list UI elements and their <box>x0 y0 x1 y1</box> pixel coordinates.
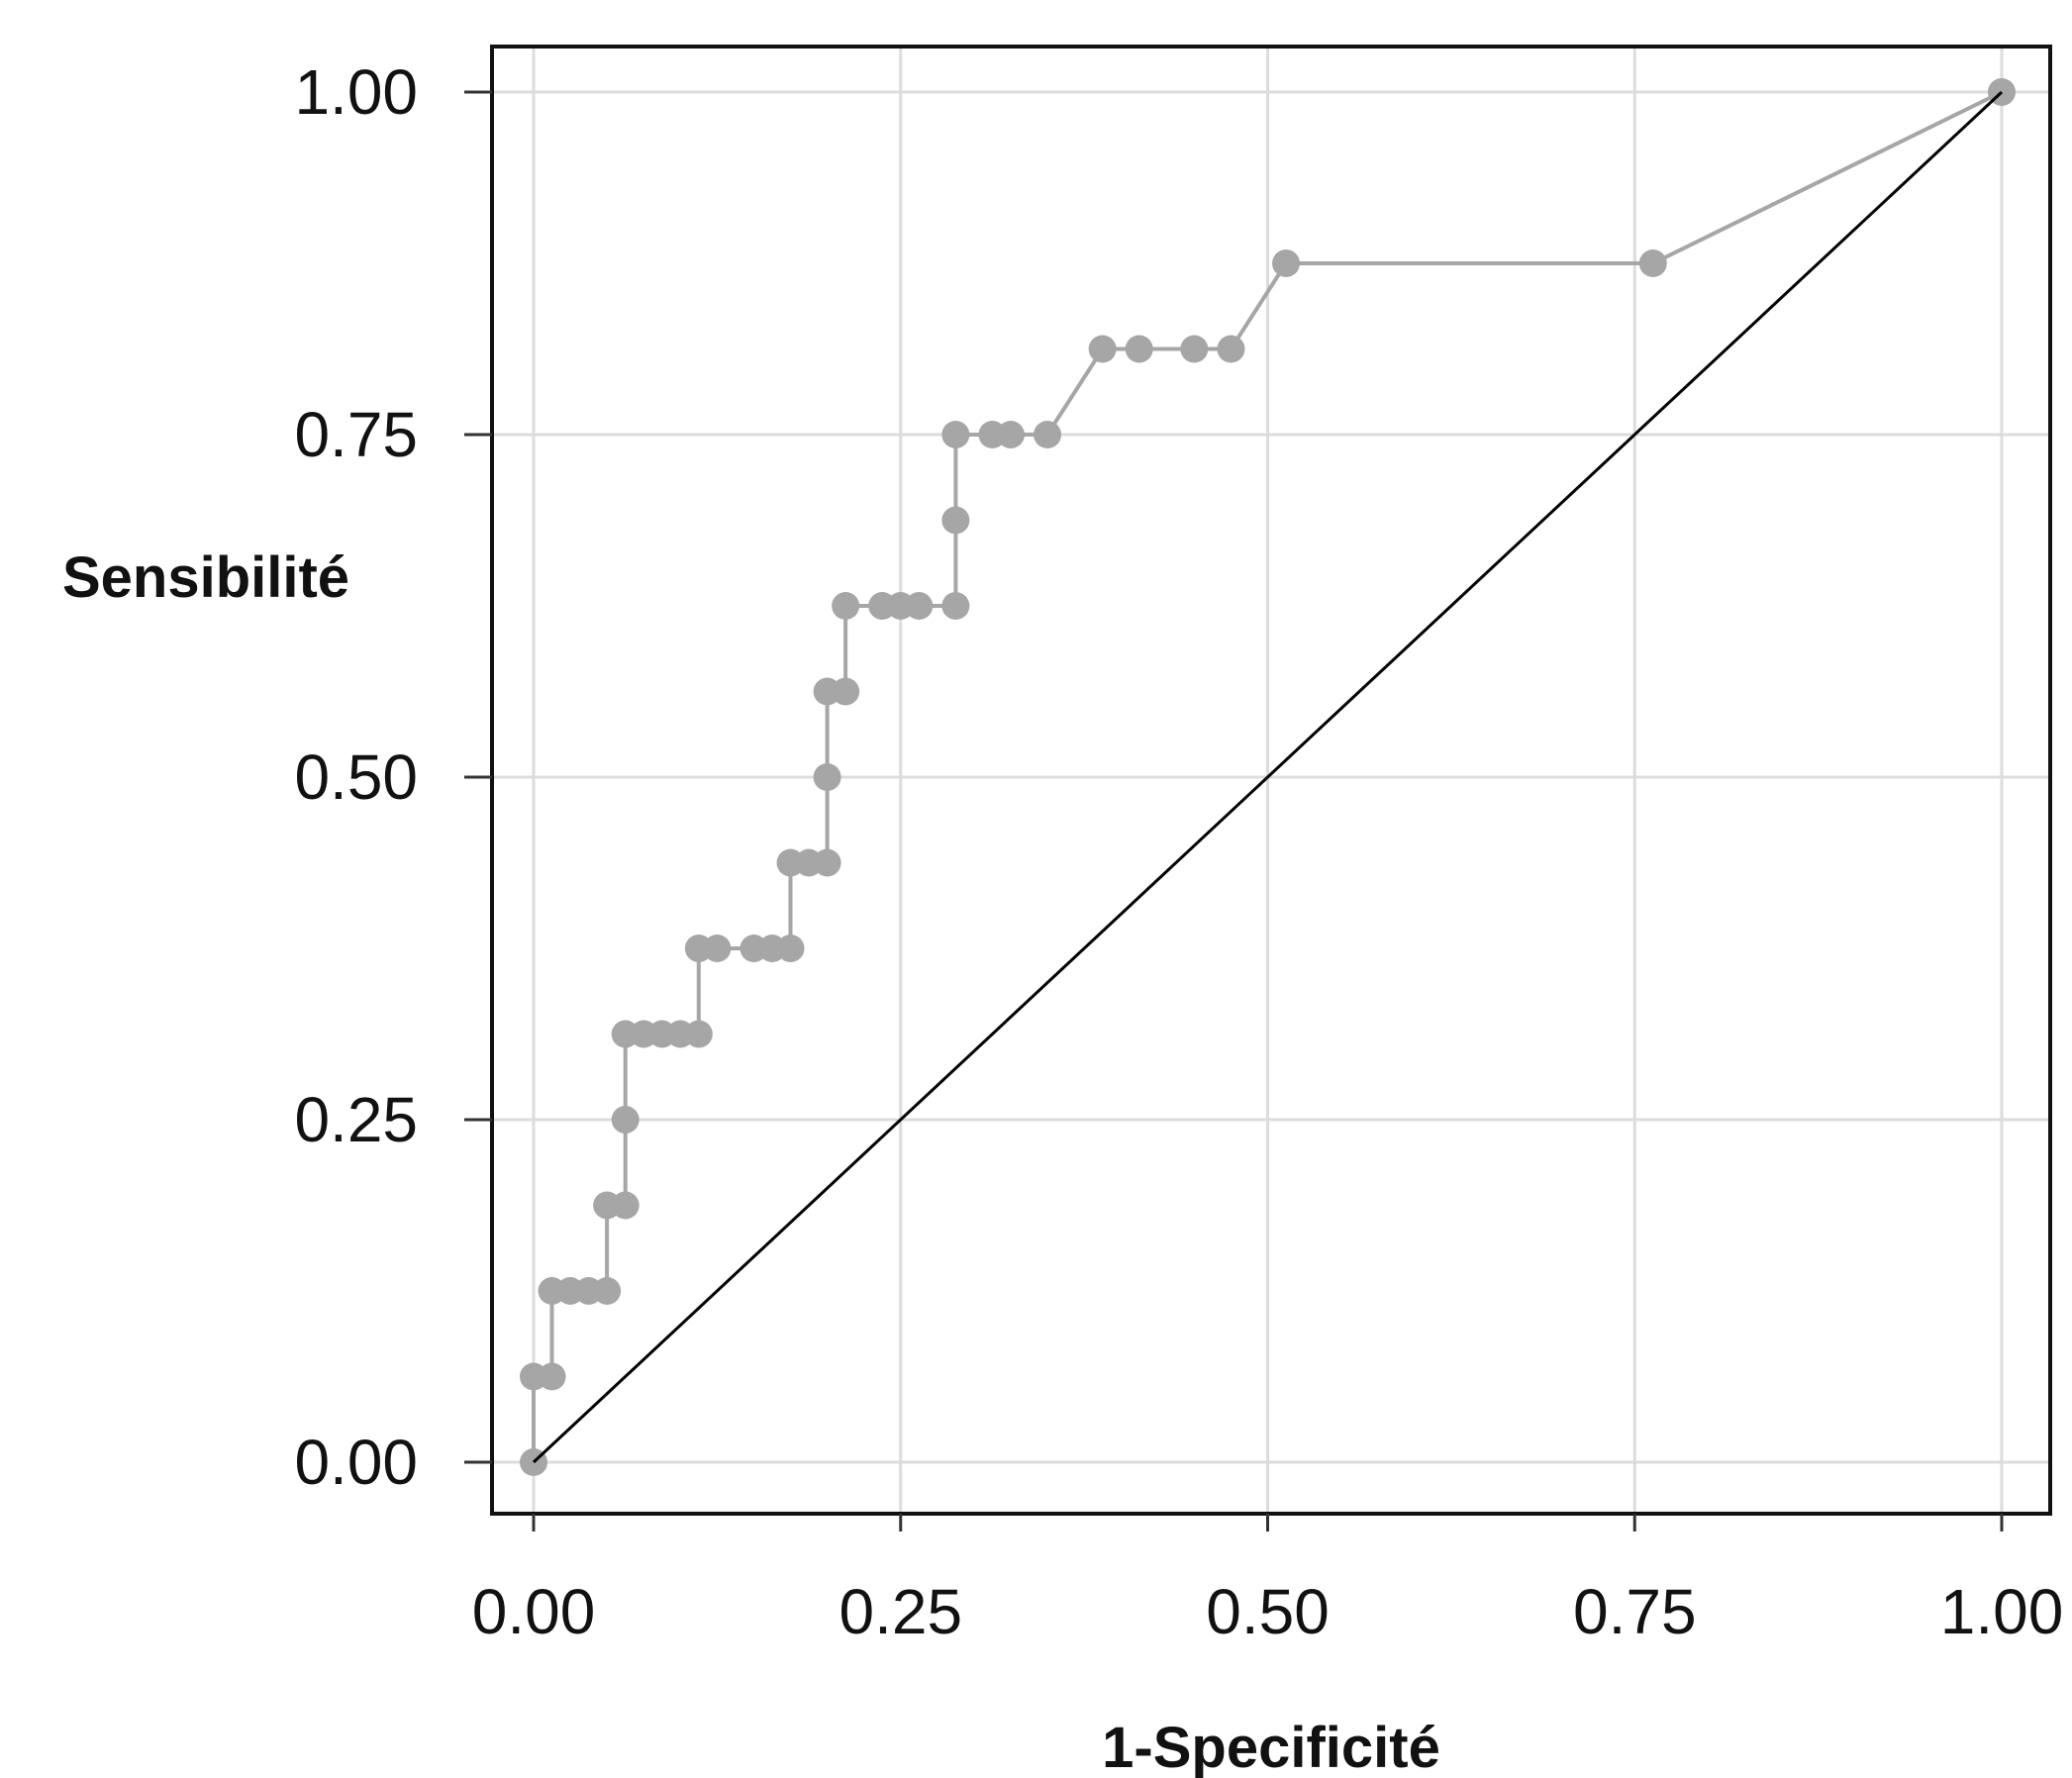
roc-point <box>941 592 970 620</box>
x-tick-label: 0.50 <box>1206 1576 1330 1647</box>
roc-point <box>905 592 934 620</box>
y-tick-label: 0.25 <box>294 1084 418 1155</box>
y-tick-labels: 0.00 0.25 0.50 0.75 1.00 <box>294 56 418 1498</box>
roc-point <box>832 677 860 706</box>
x-tick-label: 0.00 <box>472 1576 596 1647</box>
x-tick-label: 1.00 <box>1940 1576 2064 1647</box>
roc-point <box>1272 249 1301 277</box>
roc-point <box>941 506 970 535</box>
roc-point <box>703 935 732 962</box>
axis-ticks <box>464 90 2004 1531</box>
roc-point <box>538 1362 566 1391</box>
roc-point <box>1217 335 1245 363</box>
roc-point <box>941 421 970 448</box>
roc-point <box>611 1191 640 1220</box>
x-tick-labels: 0.00 0.25 0.50 0.75 1.00 <box>472 1576 2064 1647</box>
roc-point <box>813 848 841 877</box>
x-tick-label: 0.25 <box>839 1576 962 1647</box>
roc-point <box>1180 335 1209 363</box>
plot-frame <box>490 45 2052 1516</box>
x-axis-title: 1-Specificité <box>1102 1716 1440 1778</box>
y-axis-title: Sensibilité <box>62 545 349 610</box>
y-tick-label: 0.00 <box>294 1427 418 1498</box>
y-tick-label: 0.50 <box>294 741 418 813</box>
roc-point <box>996 421 1025 448</box>
roc-point <box>832 592 860 620</box>
roc-point <box>684 1020 713 1048</box>
x-tick-label: 0.75 <box>1573 1576 1697 1647</box>
y-tick-label: 0.75 <box>294 399 418 470</box>
roc-point <box>1638 249 1667 277</box>
roc-point <box>593 1277 622 1305</box>
y-tick-label: 1.00 <box>294 56 418 128</box>
roc-point <box>776 935 805 962</box>
series-layer <box>520 78 2016 1476</box>
roc-point <box>813 763 841 791</box>
roc-point <box>1088 335 1117 363</box>
roc-point <box>1125 335 1153 363</box>
roc-point <box>611 1106 640 1134</box>
reference-diagonal-line <box>532 90 2004 1464</box>
roc-point <box>1034 421 1062 448</box>
